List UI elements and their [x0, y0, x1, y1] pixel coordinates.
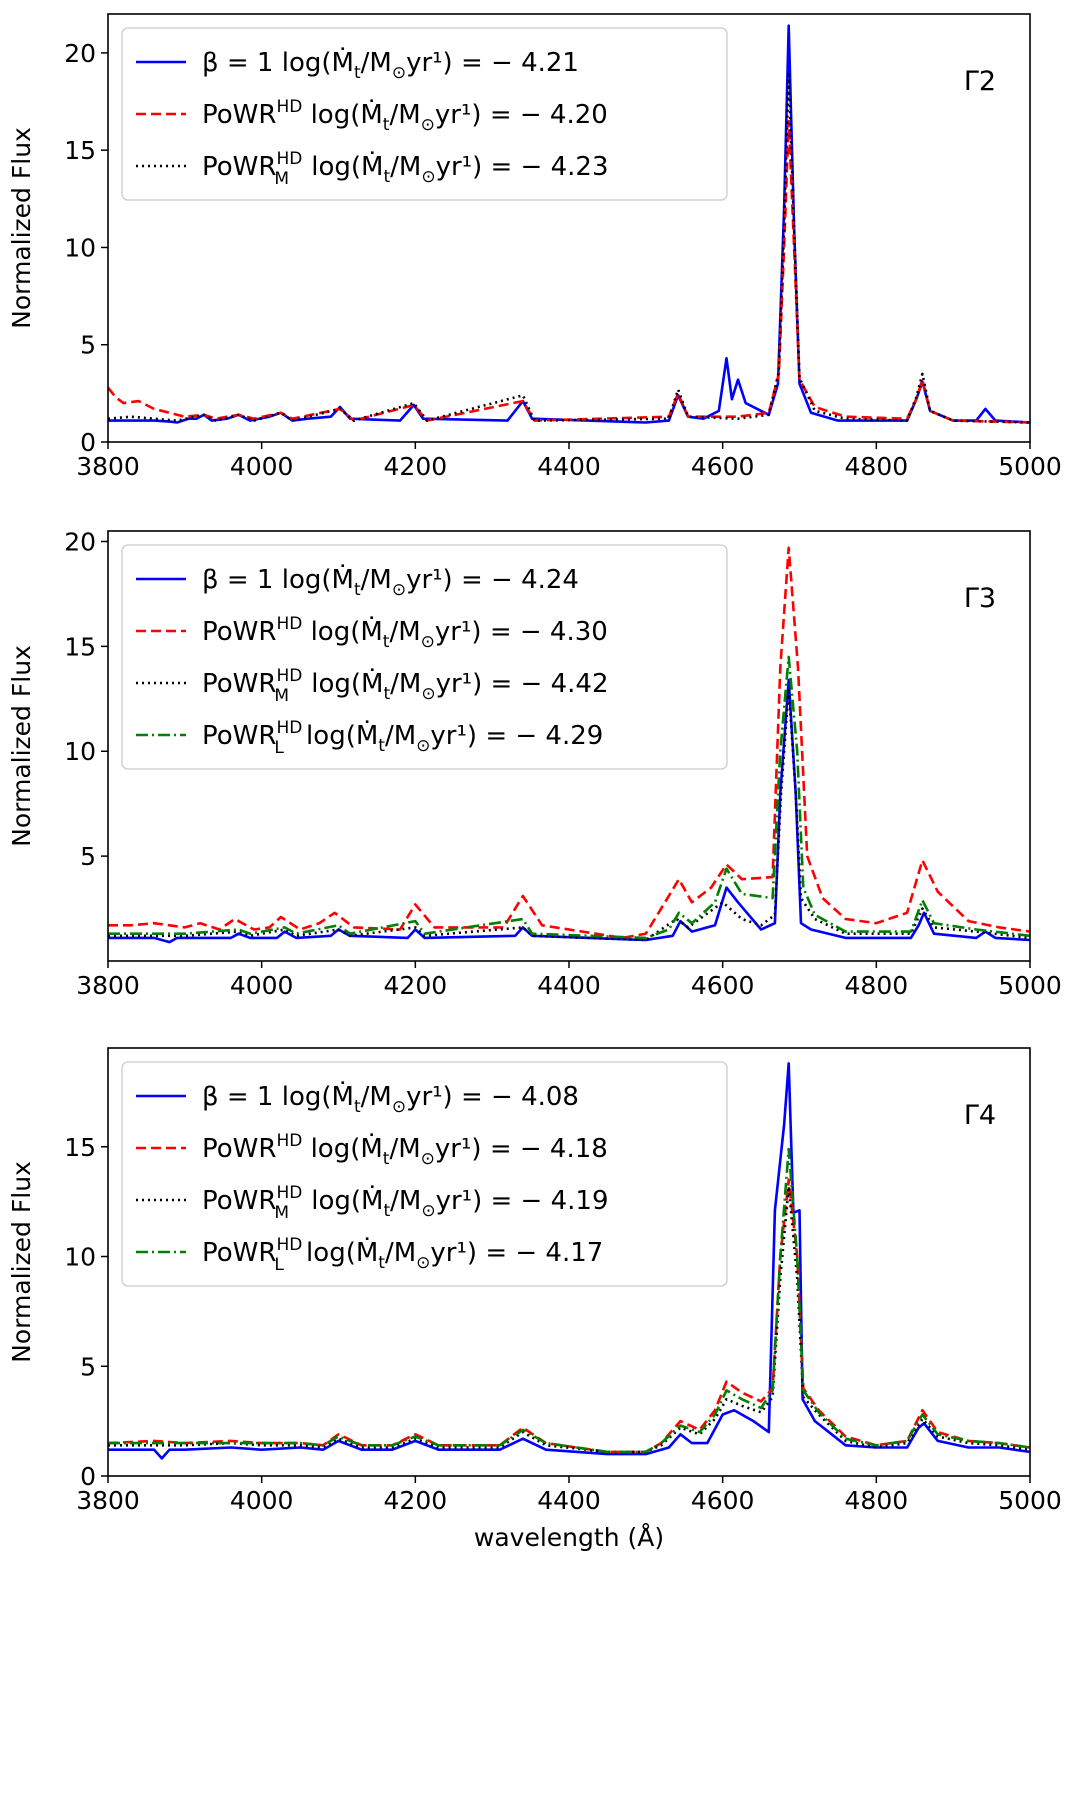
y-tick-label: 5 [80, 842, 96, 871]
legend-label-beta1: β = 1 log(Ṁt/M⊙yr¹) = − 4.24 [202, 563, 579, 600]
legend-box [121, 544, 728, 770]
legend-label-powr_l: PoWRHD L log(Ṁt/M⊙yr¹) = − 4.29 [202, 718, 603, 758]
y-axis-label: Normalized Flux [7, 645, 36, 847]
x-tick-label: 4800 [845, 971, 909, 1000]
series-line-beta1 [108, 1062, 1030, 1460]
y-tick-label: 10 [64, 1243, 96, 1272]
y-tick-label: 5 [80, 1352, 96, 1381]
x-axis-label: wavelength (Å) [474, 1523, 664, 1552]
x-tick-label: 4400 [537, 1486, 601, 1515]
y-tick-label: 20 [64, 527, 96, 556]
x-tick-label: 5000 [998, 452, 1062, 481]
legend: β = 1 log(Ṁt/M⊙yr¹) = − 4.08 PoWRHD log(Ṁ… [121, 1061, 728, 1287]
legend-label-powr_hd: PoWRHD log(Ṁt/M⊙yr¹) = − 4.30 [202, 614, 608, 652]
legend-box [121, 1061, 728, 1287]
y-tick-label: 0 [80, 428, 96, 457]
y-tick-label: 10 [64, 737, 96, 766]
legend: β = 1 log(Ṁt/M⊙yr¹) = − 4.24 PoWRHD log(Ṁ… [121, 544, 728, 770]
y-tick-label: 15 [64, 1133, 96, 1162]
y-axis-label: Normalized Flux [7, 127, 36, 329]
series-line-powr_l [108, 655, 1030, 940]
legend-box [121, 27, 728, 201]
x-tick-label: 4600 [691, 971, 755, 1000]
x-tick-label: 4000 [230, 452, 294, 481]
x-tick-label: 5000 [998, 1486, 1062, 1515]
series-line-powr_m [108, 71, 1030, 424]
x-tick-label: 3800 [76, 1486, 140, 1515]
series-line-powr_m [108, 686, 1030, 942]
panel-label: Γ4 [964, 1100, 996, 1131]
legend-label-powr_m: PoWRHD M log(Ṁt/M⊙yr¹) = − 4.42 [202, 666, 609, 706]
series-line-powr_m [108, 1185, 1030, 1454]
y-axis-label: Normalized Flux [7, 1161, 36, 1363]
series-line-beta1 [108, 678, 1030, 944]
chart-panel-2: 3800 4000 4200 4400 4600 4800 5000 5 10 15 20 Norma… [7, 527, 1062, 1000]
legend: β = 1 log(Ṁt/M⊙yr¹) = − 4.21 PoWRHD log(Ṁ… [121, 27, 728, 201]
x-tick-label: 4400 [537, 452, 601, 481]
series-line-powr_l [108, 1147, 1030, 1454]
x-tick-label: 4400 [537, 971, 601, 1000]
legend-label-powr_hd: PoWRHD log(Ṁt/M⊙yr¹) = − 4.18 [202, 1131, 608, 1169]
legend-label-powr_m: PoWRHD M log(Ṁt/M⊙yr¹) = − 4.19 [202, 1183, 609, 1223]
legend-label-powr_m: PoWRHD M log(Ṁt/M⊙yr¹) = − 4.23 [202, 149, 609, 189]
x-tick-label: 4600 [691, 1486, 755, 1515]
x-tick-label: 4200 [384, 1486, 448, 1515]
y-tick-label: 20 [64, 39, 96, 68]
legend-label-beta1: β = 1 log(Ṁt/M⊙yr¹) = − 4.08 [202, 1080, 579, 1117]
series-line-powr_hd [108, 119, 1030, 424]
legend-label-beta1: β = 1 log(Ṁt/M⊙yr¹) = − 4.21 [202, 46, 579, 83]
series-line-powr_hd [108, 546, 1030, 940]
legend-label-powr_l: PoWRHD L log(Ṁt/M⊙yr¹) = − 4.17 [202, 1235, 603, 1275]
panel-label: Γ2 [964, 66, 996, 97]
y-tick-label: 10 [64, 233, 96, 262]
y-tick-label: 0 [80, 1462, 96, 1491]
x-tick-label: 4800 [845, 1486, 909, 1515]
panel-label: Γ3 [964, 583, 996, 614]
x-tick-label: 4200 [384, 452, 448, 481]
x-tick-label: 4200 [384, 971, 448, 1000]
legend-label-powr_hd: PoWRHD log(Ṁt/M⊙yr¹) = − 4.20 [202, 97, 608, 135]
y-tick-label: 5 [80, 331, 96, 360]
x-tick-label: 4000 [230, 1486, 294, 1515]
chart-panel-1: 3800 4000 4200 4400 4600 4800 5000 0 5 10 15 20 Norm… [7, 13, 1062, 481]
x-tick-label: 3800 [76, 971, 140, 1000]
x-tick-label: 5000 [998, 971, 1062, 1000]
x-tick-label: 3800 [76, 452, 140, 481]
chart-panel-3: 3800 4000 4200 4400 4600 4800 5000 0 5 10 15 Normal… [7, 1047, 1062, 1552]
x-tick-label: 4800 [845, 452, 909, 481]
x-tick-label: 4600 [691, 452, 755, 481]
y-tick-label: 15 [64, 136, 96, 165]
y-tick-label: 15 [64, 632, 96, 661]
x-tick-label: 4000 [230, 971, 294, 1000]
